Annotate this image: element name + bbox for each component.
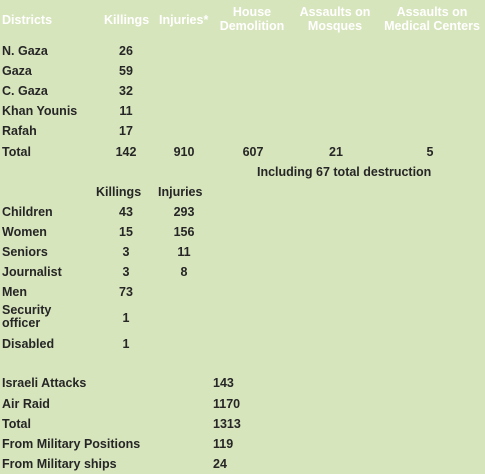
district-killings: 11 <box>119 104 133 118</box>
group-killings: 3 <box>122 265 130 279</box>
group-label: Seniors <box>2 245 48 259</box>
group-label: Disabled <box>2 337 55 351</box>
groups-header-injuries: Injuries <box>158 185 203 199</box>
attack-label: Total <box>2 417 31 431</box>
district-killings: 17 <box>119 124 133 138</box>
group-killings: 1 <box>122 337 130 351</box>
group-injuries: 11 <box>177 245 191 259</box>
group-label-security-officer: Security officer <box>2 304 51 330</box>
attack-value: 143 <box>213 376 234 390</box>
district-name: Khan Younis <box>2 104 78 118</box>
header-band <box>0 0 485 40</box>
header-injuries: Injuries* <box>159 13 209 27</box>
group-label: Journalist <box>2 265 62 279</box>
group-label-line2: officer <box>2 316 41 330</box>
total-label: Total <box>2 145 31 159</box>
district-name: C. Gaza <box>2 84 48 98</box>
group-injuries: 156 <box>173 225 195 239</box>
group-label: Women <box>2 225 47 239</box>
total-assaults-mosques: 21 <box>329 145 343 159</box>
total-assaults-medical: 5 <box>426 145 434 159</box>
header-house-demolition-line2: Demolition <box>219 19 285 33</box>
group-killings: 1 <box>122 311 130 325</box>
district-killings: 59 <box>119 64 133 78</box>
header-assaults-medical-line1: Assaults on <box>396 5 468 19</box>
attack-value: 1313 <box>213 417 241 431</box>
district-killings: 32 <box>119 84 133 98</box>
group-killings: 15 <box>119 225 133 239</box>
attack-label: From Military Positions <box>2 437 141 451</box>
district-name: Gaza <box>2 64 32 78</box>
total-killings: 142 <box>115 145 137 159</box>
district-name: N. Gaza <box>2 44 48 58</box>
attack-value: 119 <box>213 437 234 451</box>
group-label: Children <box>2 205 53 219</box>
total-house-demolition: 607 <box>242 145 264 159</box>
header-house-demolition: House Demolition <box>215 5 289 33</box>
header-districts: Districts <box>2 13 53 27</box>
header-killings: Killings <box>104 13 150 27</box>
total-injuries: 910 <box>173 145 195 159</box>
group-label-line1: Security <box>2 303 52 317</box>
header-assaults-mosques-line1: Assaults on <box>299 5 371 19</box>
groups-header-killings: Killings <box>96 185 142 199</box>
header-assaults-mosques-line2: Mosques <box>307 19 363 33</box>
total-destruction-note: Including 67 total destruction <box>257 165 432 179</box>
group-injuries: 293 <box>173 205 195 219</box>
attack-value: 1170 <box>213 397 241 411</box>
district-name: Rafah <box>2 124 37 138</box>
attack-label: From Military ships <box>2 457 117 471</box>
attack-value: 24 <box>213 457 227 471</box>
header-assaults-medical-line2: Medical Centers <box>384 19 480 33</box>
header-assaults-mosques: Assaults on Mosques <box>296 5 374 33</box>
header-house-demolition-line1: House <box>232 5 272 19</box>
group-label: Men <box>2 285 27 299</box>
attack-label: Israeli Attacks <box>2 376 87 390</box>
group-killings: 43 <box>119 205 133 219</box>
group-killings: 3 <box>122 245 130 259</box>
group-injuries: 8 <box>180 265 188 279</box>
header-assaults-medical: Assaults on Medical Centers <box>380 5 484 33</box>
district-killings: 26 <box>119 44 133 58</box>
group-killings: 73 <box>119 285 133 299</box>
attack-label: Air Raid <box>2 397 50 411</box>
